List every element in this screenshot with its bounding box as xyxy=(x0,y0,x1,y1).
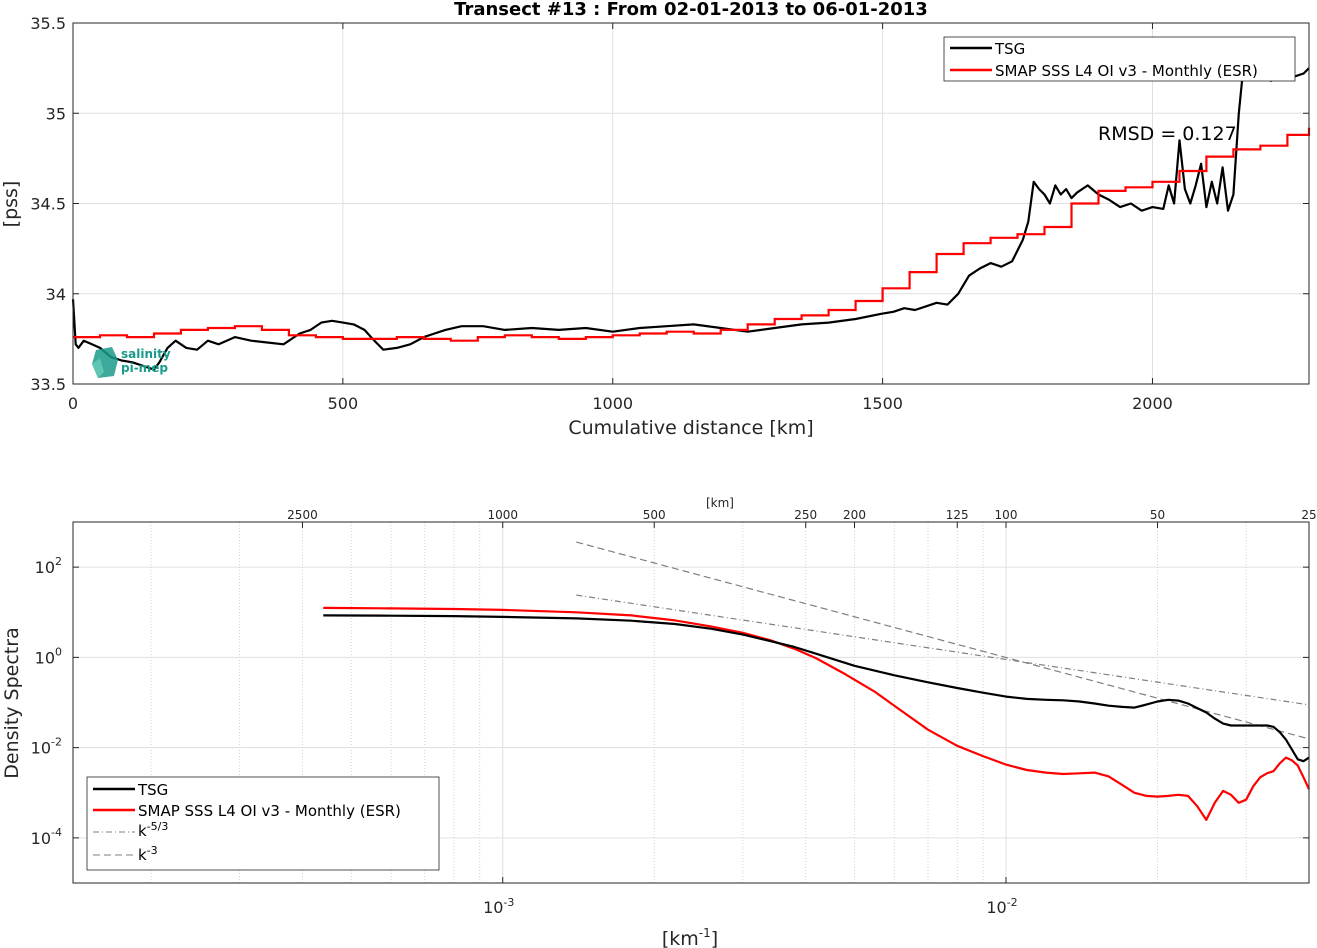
spectra-x-tick-label: 10-2 xyxy=(986,896,1017,917)
transect-y-axis-label: [pss] xyxy=(0,181,22,228)
spectra-plot-frame xyxy=(72,521,1310,884)
transect-x-tick-label: 2000 xyxy=(1132,394,1173,413)
transect-x-tick-label: 500 xyxy=(328,394,359,413)
spectra-top-tick-label: 125 xyxy=(946,508,969,522)
spectra-y-tick-label: 102 xyxy=(35,555,62,577)
transect-ticks: 0 500 1000 1500 2000 33.5 34 34.5 35 35.5 xyxy=(30,14,1309,413)
spectra-top-tick-label: 1000 xyxy=(487,508,518,522)
spectra-y-tick-label: 10-4 xyxy=(31,826,62,848)
spectra-x-tick-label: 10-3 xyxy=(483,896,514,917)
spectra-top-tick-label: 100 xyxy=(995,508,1018,522)
transect-y-tick-label: 35.5 xyxy=(30,14,66,33)
rmsd-annotation: RMSD = 0.127 xyxy=(1098,123,1237,145)
transect-x-tick-label: 1500 xyxy=(862,394,903,413)
spectra-series xyxy=(323,541,1310,821)
spectra-top-tick-label: 25 xyxy=(1301,508,1316,522)
spectra-series-tsg-line xyxy=(323,614,1310,763)
spectra-legend-label-tsg: TSG xyxy=(137,781,168,799)
transect-y-tick-label: 35 xyxy=(46,104,66,123)
spectra-y-axis-label: Density Spectra xyxy=(1,627,23,778)
spectra-y-tick-label: 10-2 xyxy=(31,736,62,758)
transect-legend-label-tsg: TSG xyxy=(994,40,1025,58)
transect-series-smap-line xyxy=(73,127,1311,342)
transect-legend-box xyxy=(943,36,1296,82)
logo-text-line-2: pi-mep xyxy=(121,361,168,375)
spectra-legend-label-smap: SMAP SSS L4 OI v3 - Monthly (ESR) xyxy=(138,802,401,820)
transect-series xyxy=(71,40,1311,371)
spectra-ticks: 10-3 10-2 10-4 10-2 100 102 2500 1000 500 250 200 1… xyxy=(31,508,1317,917)
spectra-legend-label-k3: k-3 xyxy=(138,844,158,864)
transect-legend: TSG SMAP SSS L4 OI v3 - Monthly (ESR) xyxy=(943,36,1296,82)
transect-chart: Transect #13 : From 02-01-2013 to 06-01-… xyxy=(0,0,1311,439)
spectra-top-tick-label: 250 xyxy=(794,508,817,522)
spectra-top-tick-label: 500 xyxy=(643,508,666,522)
transect-chart-title: Transect #13 : From 02-01-2013 to 06-01-… xyxy=(454,0,928,20)
transect-y-tick-label: 34.5 xyxy=(30,195,66,214)
spectra-legend: TSG SMAP SSS L4 OI v3 - Monthly (ESR) k-… xyxy=(86,776,440,871)
transect-series-tsg-line xyxy=(71,40,1310,371)
spectra-series-k53-line xyxy=(576,594,1310,706)
spectra-top-axis-label: [km] xyxy=(706,496,734,510)
spectra-x-axis-label: [km-1] xyxy=(662,926,718,948)
spectra-series-smap-line xyxy=(323,606,1310,821)
transect-x-axis-label: Cumulative distance [km] xyxy=(568,417,813,439)
spectra-chart: [km] 10-3 10-2 10-4 10-2 100 102 2500 1000 500 25… xyxy=(1,496,1317,948)
transect-y-tick-label: 34 xyxy=(46,285,66,304)
transect-legend-label-smap: SMAP SSS L4 OI v3 - Monthly (ESR) xyxy=(995,62,1258,80)
spectra-legend-box xyxy=(86,776,440,871)
spectra-y-tick-label: 100 xyxy=(35,645,62,667)
salinity-pi-mep-logo: salinity pi-mep xyxy=(92,347,171,378)
transect-x-tick-label: 0 xyxy=(68,394,78,413)
spectra-top-tick-label: 2500 xyxy=(287,508,318,522)
spectra-series-k3-line xyxy=(576,541,1310,740)
spectra-legend-label-k53: k-5/3 xyxy=(138,820,168,840)
transect-y-tick-label: 33.5 xyxy=(30,375,66,394)
transect-x-tick-label: 1000 xyxy=(592,394,633,413)
spectra-top-tick-label: 200 xyxy=(843,508,866,522)
spectra-top-tick-label: 50 xyxy=(1150,508,1165,522)
logo-text-line-1: salinity xyxy=(121,347,171,361)
